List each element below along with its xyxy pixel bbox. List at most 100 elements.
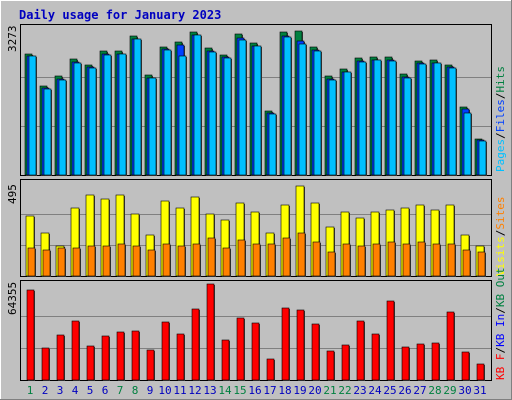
kbf-bar (371, 333, 380, 381)
pages-bar (133, 38, 142, 176)
pages-bar (373, 59, 382, 176)
chart-title: Daily usage for January 2023 (19, 8, 221, 22)
sites-bar (372, 243, 381, 277)
legend-sep: / (494, 230, 507, 237)
sites-bar (387, 241, 396, 277)
pages-bar (433, 62, 442, 176)
kbf-bar (71, 320, 80, 381)
day-label: 4 (72, 384, 79, 397)
kbf-bar (446, 311, 455, 381)
sites-bar (57, 247, 66, 277)
pages-bar (28, 55, 37, 176)
sites-bar (342, 243, 351, 277)
sites-bar (117, 243, 126, 277)
pages-bar (358, 61, 367, 176)
kbf-bar (206, 283, 215, 381)
kbf-bar (341, 344, 350, 381)
kbf-bar (146, 349, 155, 381)
sites-bar (87, 245, 96, 277)
day-label: 24 (368, 384, 382, 397)
pages-bar (298, 43, 307, 176)
middle-legend: Visits/Sites (494, 197, 507, 277)
pages-bar (328, 79, 337, 176)
legend-sites: Sites (494, 197, 507, 230)
kbf-bar (191, 308, 200, 381)
sites-bar (297, 232, 306, 277)
legend-kbout: KB Out (494, 267, 507, 307)
day-label: 6 (102, 384, 109, 397)
kbf-bar (86, 345, 95, 381)
day-label: 9 (147, 384, 154, 397)
legend-sep: / (494, 307, 507, 314)
sites-bar (402, 243, 411, 277)
kbf-bar (356, 320, 365, 381)
sites-bar (282, 237, 291, 277)
kbf-bar (26, 289, 35, 381)
day-label: 29 (443, 384, 456, 397)
pages-bar (313, 50, 322, 176)
kbf-bar (161, 321, 170, 381)
legend-kbf: KB F (494, 354, 507, 381)
day-label: 5 (87, 384, 94, 397)
bottom-legend: KB F/KB In/KB Out (494, 267, 507, 380)
pages-bar (478, 140, 487, 176)
sites-bar (72, 247, 81, 277)
kbf-bar (386, 300, 395, 381)
day-label: 21 (323, 384, 336, 397)
kbf-bar (221, 339, 230, 381)
sites-bar (312, 241, 321, 277)
sites-bar (192, 243, 201, 277)
day-label: 7 (117, 384, 124, 397)
legend-hits: Hits (494, 66, 507, 93)
kbf-bar (266, 358, 275, 381)
sites-bar (132, 245, 141, 277)
day-label: 30 (458, 384, 471, 397)
kbf-bar (431, 342, 440, 381)
legend-files: Files (494, 99, 507, 132)
kbf-bar (281, 307, 290, 381)
sites-bar (207, 237, 216, 277)
kbf-bar (56, 334, 65, 381)
pages-bar (388, 60, 397, 176)
pages-bar (43, 88, 52, 176)
day-label: 3 (57, 384, 64, 397)
kbf-bar (401, 346, 410, 381)
pages-bar (193, 34, 202, 176)
bottom-max-label: 64355 (6, 282, 19, 315)
day-label: 16 (248, 384, 261, 397)
sites-bar (447, 243, 456, 277)
day-label: 23 (353, 384, 366, 397)
pages-bar (118, 53, 127, 176)
sites-bar (27, 247, 36, 277)
day-label: 10 (158, 384, 171, 397)
sites-bar (177, 245, 186, 277)
day-label: 27 (413, 384, 426, 397)
top-max-label: 3273 (6, 26, 19, 53)
kbf-bar (101, 335, 110, 381)
legend-sep: / (494, 132, 507, 139)
legend-pages: Pages (494, 139, 507, 172)
pages-bar (163, 49, 172, 176)
sites-bar (162, 243, 171, 277)
pages-bar (238, 39, 247, 176)
day-label: 12 (188, 384, 201, 397)
sites-bar (462, 249, 471, 277)
day-label: 20 (308, 384, 321, 397)
sites-bar (327, 251, 336, 277)
kbf-bar (131, 330, 140, 381)
pages-bar (268, 113, 277, 176)
day-label: 26 (398, 384, 411, 397)
sites-bar (102, 245, 111, 277)
day-labels: 1 2 3 4 5 6 7 8 9 10 11 12 13 14 15 16 17 18 19 20 21 22 23 24 2… (27, 384, 487, 397)
sites-bar (417, 241, 426, 277)
sites-bar (222, 247, 231, 277)
bars (24, 30, 487, 381)
pages-bar (253, 45, 262, 176)
kbf-bar (116, 331, 125, 381)
kbf-bar (236, 317, 245, 381)
sites-bar (252, 243, 261, 277)
pages-bar (343, 71, 352, 176)
day-label: 31 (473, 384, 486, 397)
